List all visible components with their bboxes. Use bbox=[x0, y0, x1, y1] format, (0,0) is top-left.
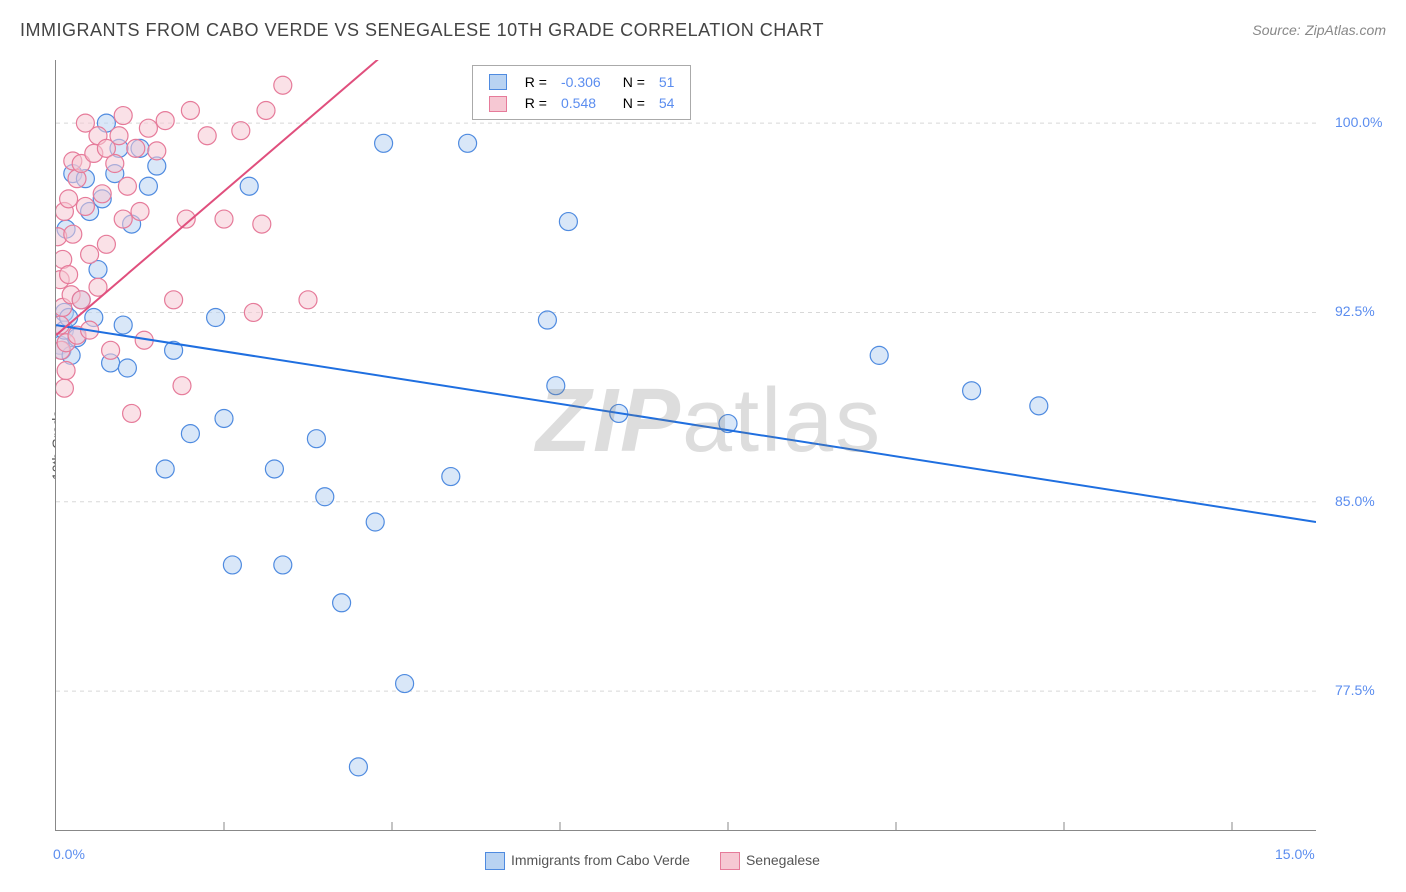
legend-item: Senegalese bbox=[720, 852, 820, 870]
x-tick-label: 15.0% bbox=[1275, 846, 1315, 862]
y-tick-label: 85.0% bbox=[1335, 493, 1375, 509]
chart-svg bbox=[56, 60, 1316, 830]
x-tick-label: 0.0% bbox=[53, 846, 85, 862]
y-tick-label: 92.5% bbox=[1335, 303, 1375, 319]
source-label: Source: bbox=[1252, 22, 1300, 38]
chart-title: IMMIGRANTS FROM CABO VERDE VS SENEGALESE… bbox=[20, 20, 824, 41]
source-name: ZipAtlas.com bbox=[1305, 22, 1386, 38]
y-tick-label: 100.0% bbox=[1335, 114, 1382, 130]
y-tick-label: 77.5% bbox=[1335, 682, 1375, 698]
source-credit: Source: ZipAtlas.com bbox=[1252, 22, 1386, 40]
plot-area: ZIPatlas R =-0.306N =51R =0.548N =54 bbox=[55, 60, 1316, 831]
correlation-legend: R =-0.306N =51R =0.548N =54 bbox=[472, 65, 692, 120]
series-legend: Immigrants from Cabo Verde Senegalese bbox=[485, 852, 820, 870]
legend-item: Immigrants from Cabo Verde bbox=[485, 852, 690, 870]
plot-wrap: ZIPatlas R =-0.306N =51R =0.548N =54 77.… bbox=[55, 60, 1315, 830]
